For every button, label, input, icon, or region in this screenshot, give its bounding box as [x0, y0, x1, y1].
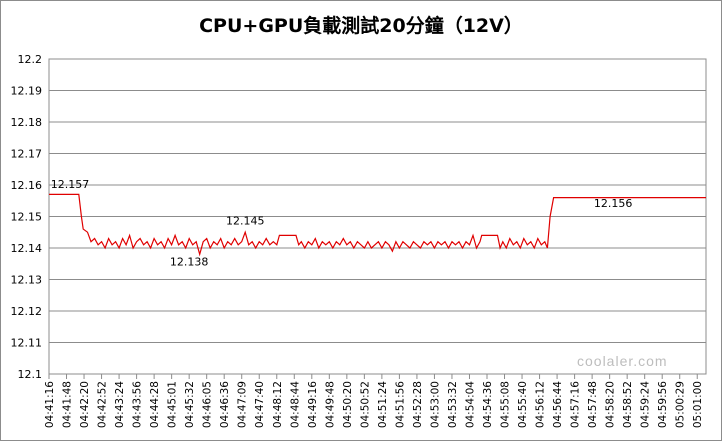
x-tick-label: 04:51:56 — [394, 381, 406, 428]
y-tick-label: 12.14 — [11, 242, 43, 255]
x-tick-label: 04:56:12 — [535, 381, 547, 428]
data-label: 12.156 — [594, 197, 633, 210]
x-tick-label: 04:47:40 — [254, 381, 266, 428]
x-tick-label: 04:48:44 — [289, 381, 301, 428]
x-tick-label: 04:51:24 — [377, 381, 389, 428]
x-tick-label: 04:45:01 — [167, 381, 179, 428]
x-tick-label: 04:53:32 — [447, 381, 459, 428]
x-tick-label: 04:44:28 — [149, 381, 161, 428]
x-tick-label: 04:42:20 — [79, 381, 91, 428]
x-tick-label: 04:42:52 — [97, 381, 109, 428]
x-tick-label: 04:49:48 — [324, 381, 336, 428]
x-tick-label: 04:50:52 — [359, 381, 371, 428]
x-tick-label: 04:46:05 — [202, 381, 214, 428]
watermark-text: coolaler.com — [577, 353, 668, 369]
x-tick-label: 04:43:56 — [132, 381, 144, 428]
x-tick-label: 04:56:44 — [552, 381, 564, 428]
x-tick-label: 04:46:36 — [219, 381, 231, 428]
x-tick-label: 04:57:48 — [587, 381, 599, 428]
y-tick-label: 12.1 — [18, 368, 43, 381]
y-tick-label: 12.18 — [11, 116, 43, 129]
y-tick-label: 12.12 — [11, 305, 43, 318]
x-tick-label: 04:58:20 — [605, 381, 617, 428]
data-label: 12.145 — [226, 214, 265, 227]
y-tick-label: 12.16 — [11, 179, 43, 192]
x-tick-label: 04:41:16 — [44, 381, 56, 428]
x-tick-label: 04:52:28 — [412, 381, 424, 428]
x-tick-label: 04:49:16 — [307, 381, 319, 428]
x-tick-label: 04:54:04 — [464, 381, 476, 428]
series-line — [49, 193, 706, 257]
x-tick-label: 04:41:48 — [62, 381, 74, 428]
y-tick-label: 12.13 — [11, 274, 43, 287]
chart-title: CPU+GPU負載測試20分鐘（12V） — [199, 15, 523, 37]
x-tick-label: 04:59:56 — [657, 381, 669, 428]
x-tick-label: 04:55:40 — [517, 381, 529, 428]
x-tick-label: 04:53:00 — [429, 381, 441, 428]
y-tick-label: 12.19 — [11, 85, 43, 98]
x-tick-label: 04:45:32 — [184, 381, 196, 428]
data-label: 12.157 — [51, 178, 90, 191]
y-tick-label: 12.15 — [11, 211, 43, 224]
x-tick-label: 04:54:36 — [482, 381, 494, 428]
x-tick-label: 04:59:24 — [640, 381, 652, 428]
y-tick-label: 12.2 — [18, 53, 43, 66]
y-tick-label: 12.11 — [11, 337, 43, 350]
x-tick-label: 04:43:24 — [114, 381, 126, 428]
x-tick-label: 04:48:12 — [272, 381, 284, 428]
x-tick-label: 04:57:16 — [570, 381, 582, 428]
x-tick-label: 04:47:09 — [237, 381, 249, 428]
x-tick-label: 05:01:00 — [692, 381, 704, 428]
y-tick-label: 12.17 — [11, 148, 43, 161]
data-label: 12.138 — [170, 255, 209, 268]
x-tick-label: 04:50:20 — [342, 381, 354, 428]
x-tick-label: 04:55:08 — [500, 381, 512, 428]
x-tick-label: 05:00:29 — [675, 381, 687, 428]
x-tick-label: 04:58:52 — [622, 381, 634, 428]
